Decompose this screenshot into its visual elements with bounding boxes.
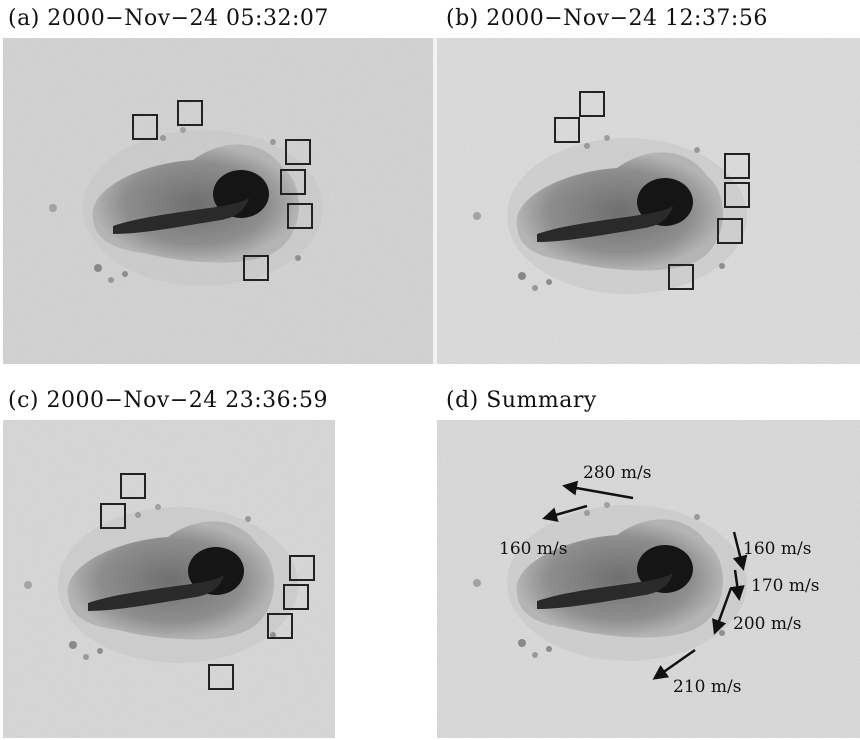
motion-arrow — [542, 504, 588, 522]
tracked-feature-box — [724, 153, 750, 179]
speed-label: 160 m/s — [499, 539, 567, 559]
panel-b-image — [437, 38, 860, 364]
panel-d-image: 280 m/s 160 m/s 160 m/s 170 m/s 200 m/s … — [437, 420, 860, 738]
tracked-feature-box — [208, 664, 234, 690]
tracked-feature-box — [287, 203, 313, 229]
panel-c-label: (c) 2000−Nov−24 23:36:59 — [8, 388, 329, 413]
tracked-feature-box — [717, 218, 743, 244]
motion-arrow — [712, 587, 733, 635]
tracked-feature-box — [280, 169, 306, 195]
tracked-feature-box — [283, 584, 309, 610]
speed-label: 160 m/s — [743, 539, 811, 559]
speed-label: 280 m/s — [583, 463, 651, 483]
speed-label: 170 m/s — [751, 576, 819, 596]
tracked-feature-box — [285, 139, 311, 165]
tracked-feature-box — [267, 613, 293, 639]
tracked-feature-box — [289, 555, 315, 581]
tracked-feature-box — [554, 117, 580, 143]
tracked-feature-box — [132, 114, 158, 140]
tracked-feature-box — [100, 503, 126, 529]
speed-label: 200 m/s — [733, 614, 801, 634]
motion-arrow — [562, 480, 634, 500]
tracked-feature-box — [177, 100, 203, 126]
tracked-feature-box — [579, 91, 605, 117]
speed-label: 210 m/s — [673, 677, 741, 697]
motion-arrow — [732, 531, 748, 571]
tracked-feature-box — [243, 255, 269, 281]
motion-arrow — [729, 569, 745, 601]
panel-d-label: (d) Summary — [446, 388, 597, 413]
panel-b-label: (b) 2000−Nov−24 12:37:56 — [446, 6, 768, 31]
panel-a-label: (a) 2000−Nov−24 05:32:07 — [8, 6, 329, 31]
tracked-feature-box — [120, 473, 146, 499]
tracked-feature-box — [724, 182, 750, 208]
tracked-feature-box — [668, 264, 694, 290]
panel-a-image — [3, 38, 437, 364]
motion-arrow — [652, 648, 696, 680]
panel-c-image — [3, 420, 335, 738]
